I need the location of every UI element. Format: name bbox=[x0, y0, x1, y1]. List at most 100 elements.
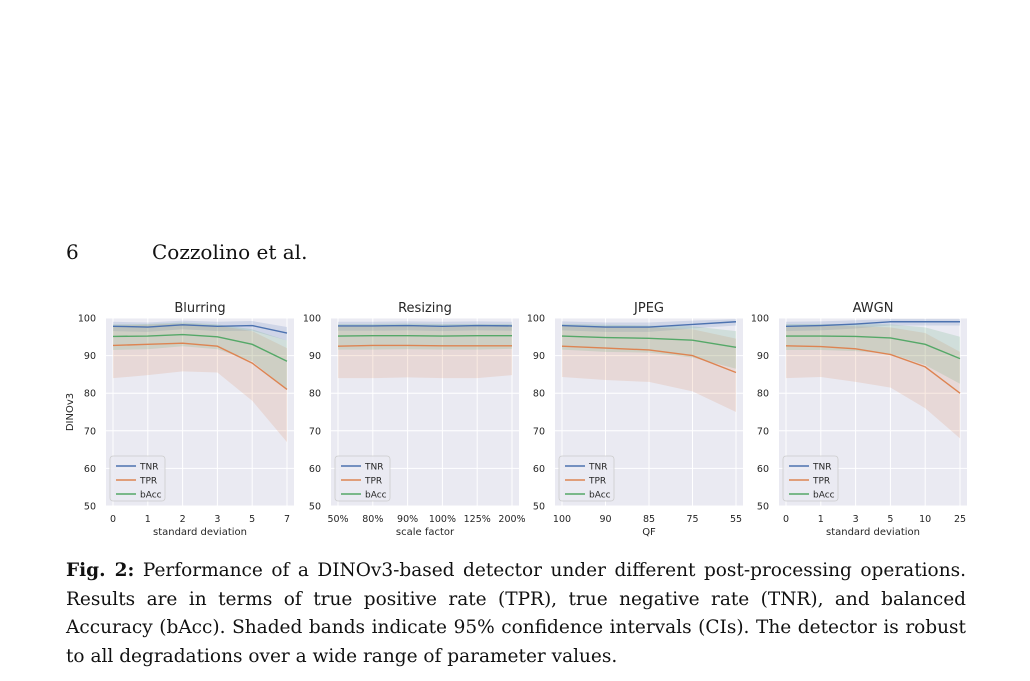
series-line-tpr bbox=[785, 345, 961, 394]
ci-band-bacc bbox=[338, 323, 512, 350]
legend-label-tpr: TPR bbox=[812, 477, 830, 487]
series-line-tpr bbox=[112, 342, 288, 390]
y-tick-label: 80 bbox=[757, 389, 769, 400]
y-tick-label: 50 bbox=[84, 502, 96, 513]
ci-band-bacc bbox=[786, 324, 960, 384]
chart-title: AWGN bbox=[853, 301, 894, 316]
x-tick-label: 90 bbox=[599, 514, 611, 525]
x-axis-label: scale factor bbox=[396, 527, 455, 538]
y-tick-label: 90 bbox=[757, 351, 769, 362]
x-tick-label: 5 bbox=[887, 514, 893, 525]
y-tick-label: 90 bbox=[533, 351, 545, 362]
ci-band-tpr bbox=[338, 325, 512, 379]
figure-caption: Fig. 2: Performance of a DINOv3-based de… bbox=[66, 557, 966, 671]
legend-label-tnr: TNR bbox=[364, 463, 383, 473]
legend-label-bacc: bAcc bbox=[365, 491, 387, 501]
ci-band-tnr bbox=[562, 319, 736, 332]
series-line-bacc bbox=[112, 333, 288, 362]
y-axis-label: DINOv3 bbox=[65, 393, 76, 431]
x-tick-label: 80% bbox=[362, 514, 383, 525]
series-line-tpr bbox=[561, 345, 737, 374]
legend-label-bacc: bAcc bbox=[813, 491, 835, 501]
legend-box bbox=[109, 455, 166, 502]
legend-box bbox=[334, 455, 391, 502]
x-tick-label: 5 bbox=[249, 514, 255, 525]
x-tick-label: 85 bbox=[643, 514, 655, 525]
series-line-tnr bbox=[561, 321, 737, 328]
x-tick-label: 10 bbox=[919, 514, 931, 525]
chart-panel-jpeg: 50 60 70 80 90 100 100 90 85 75 55 JPEG QF TNR TPR bAcc bbox=[527, 301, 743, 538]
series-line-tpr bbox=[337, 344, 512, 347]
x-tick-label: 0 bbox=[110, 514, 116, 525]
x-tick-label: 7 bbox=[284, 514, 290, 525]
chart-title: Blurring bbox=[174, 301, 225, 316]
series-line-bacc bbox=[561, 335, 737, 349]
y-tick-label: 50 bbox=[533, 502, 545, 513]
y-tick-label: 80 bbox=[84, 389, 96, 400]
legend-label-tpr: TPR bbox=[139, 477, 157, 487]
y-tick-label: 60 bbox=[309, 464, 321, 475]
ci-band-tpr bbox=[786, 325, 960, 439]
legend-box bbox=[782, 455, 839, 502]
series-line-tnr bbox=[112, 324, 288, 334]
y-tick-label: 100 bbox=[751, 314, 769, 325]
x-tick-label: 100% bbox=[429, 514, 456, 525]
chart-title: Resizing bbox=[398, 301, 452, 316]
legend-label-bacc: bAcc bbox=[589, 491, 611, 501]
running-head: Cozzolino et al. bbox=[152, 240, 308, 264]
chart-panel-resizing: 50 60 70 80 90 100 50% 80% 90% 100% 125% 200% Resizi… bbox=[303, 301, 526, 538]
series-line-tnr bbox=[785, 321, 960, 327]
x-tick-label: 25 bbox=[954, 514, 966, 525]
legend-box bbox=[558, 455, 615, 502]
x-tick-label: 0 bbox=[783, 514, 789, 525]
legend-label-bacc: bAcc bbox=[140, 491, 162, 501]
y-tick-label: 100 bbox=[303, 314, 321, 325]
chart-panel-blurring: 50 60 70 80 90 100 0 1 2 3 5 7 Blurring standard devi… bbox=[65, 301, 294, 538]
y-tick-label: 60 bbox=[84, 464, 96, 475]
series-line-tnr bbox=[338, 324, 513, 327]
x-tick-label: 50% bbox=[327, 514, 348, 525]
x-tick-label: 55 bbox=[730, 514, 742, 525]
x-tick-label: 3 bbox=[214, 514, 220, 525]
page-number: 6 bbox=[66, 240, 79, 264]
y-tick-label: 50 bbox=[757, 502, 769, 513]
y-tick-label: 70 bbox=[84, 426, 96, 437]
ci-band-bacc bbox=[562, 324, 736, 369]
x-tick-label: 90% bbox=[397, 514, 418, 525]
x-tick-label: 2 bbox=[180, 514, 186, 525]
x-tick-label: 3 bbox=[853, 514, 859, 525]
legend-label-tnr: TNR bbox=[812, 463, 831, 473]
y-tick-label: 70 bbox=[533, 426, 545, 437]
y-tick-label: 70 bbox=[309, 426, 321, 437]
y-tick-label: 80 bbox=[309, 389, 321, 400]
x-tick-label: 100 bbox=[553, 514, 571, 525]
caption-text: Performance of a DINOv3-based detector u… bbox=[66, 560, 966, 667]
y-tick-label: 70 bbox=[757, 426, 769, 437]
y-tick-label: 80 bbox=[533, 389, 545, 400]
x-tick-label: 75 bbox=[686, 514, 698, 525]
y-tick-label: 50 bbox=[309, 502, 321, 513]
y-tick-label: 100 bbox=[78, 314, 96, 325]
x-tick-label: 1 bbox=[145, 514, 151, 525]
x-axis-label: standard deviation bbox=[153, 527, 247, 538]
x-tick-label: 200% bbox=[498, 514, 525, 525]
chart-title: JPEG bbox=[633, 301, 664, 316]
caption-label: Fig. 2: bbox=[66, 560, 135, 581]
x-axis-label: QF bbox=[642, 527, 656, 538]
legend-label-tpr: TPR bbox=[588, 477, 606, 487]
x-axis-label: standard deviation bbox=[826, 527, 920, 538]
x-tick-label: 1 bbox=[818, 514, 824, 525]
legend-label-tpr: TPR bbox=[364, 477, 382, 487]
y-tick-label: 60 bbox=[533, 464, 545, 475]
ci-band-tpr bbox=[562, 325, 736, 412]
legend-label-tnr: TNR bbox=[588, 463, 607, 473]
y-tick-label: 90 bbox=[84, 351, 96, 362]
ci-band-tpr bbox=[113, 323, 287, 443]
ci-band-bacc bbox=[113, 322, 287, 390]
y-tick-label: 100 bbox=[527, 314, 545, 325]
legend-label-tnr: TNR bbox=[139, 463, 158, 473]
x-tick-label: 125% bbox=[464, 514, 491, 525]
series-line-bacc bbox=[786, 335, 961, 360]
y-tick-label: 60 bbox=[757, 464, 769, 475]
